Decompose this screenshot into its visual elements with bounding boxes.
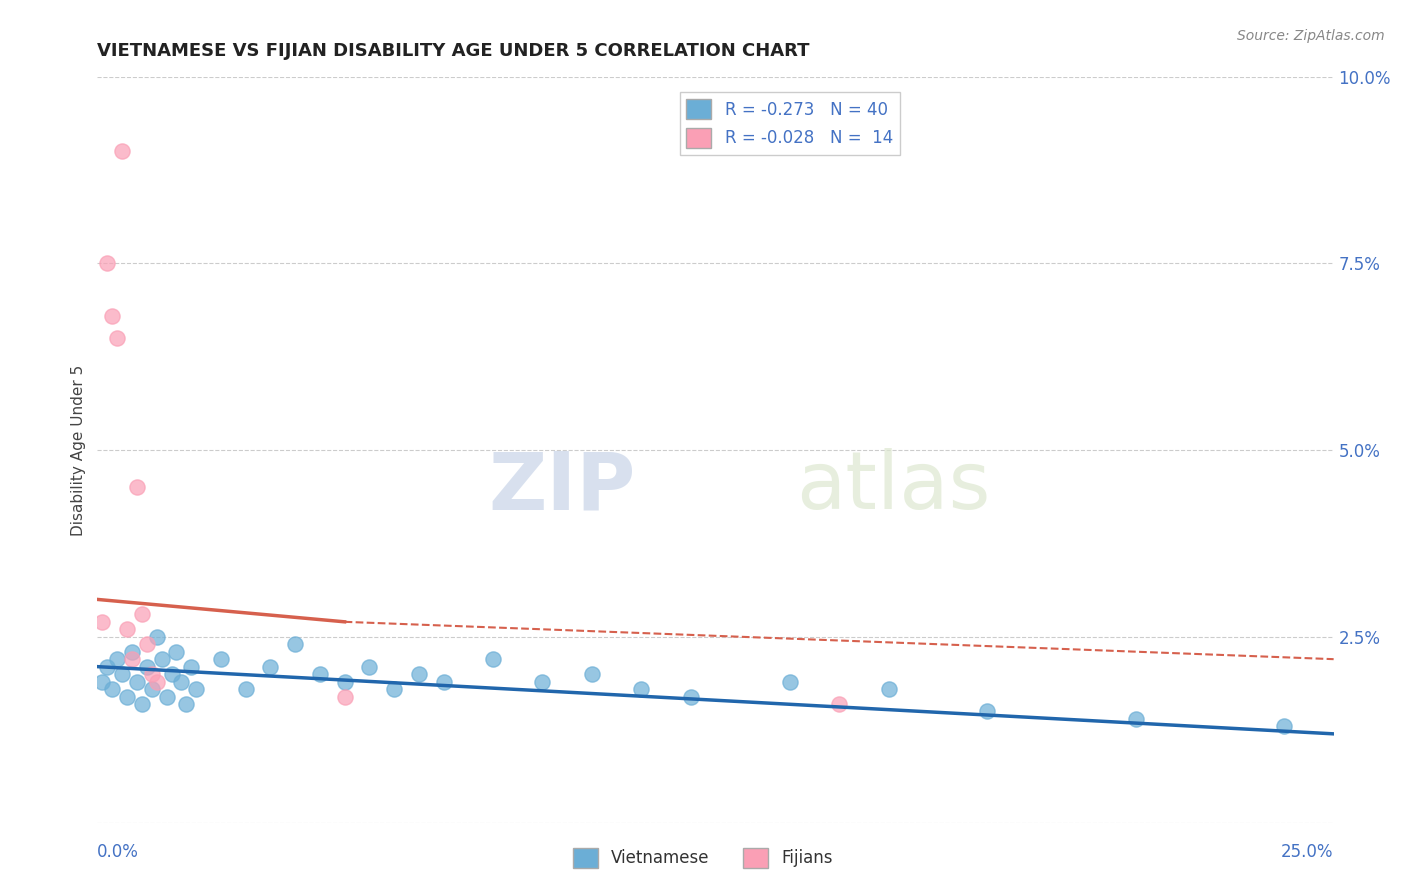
Point	[679, 690, 702, 704]
Text: atlas: atlas	[796, 449, 990, 526]
Point	[235, 681, 257, 696]
Point	[96, 256, 118, 270]
Point	[111, 145, 134, 159]
Point	[779, 674, 801, 689]
Point	[131, 607, 153, 622]
Point	[145, 674, 167, 689]
Point	[105, 331, 128, 345]
Point	[581, 667, 603, 681]
Point	[121, 652, 143, 666]
Text: Source: ZipAtlas.com: Source: ZipAtlas.com	[1237, 29, 1385, 44]
Point	[531, 674, 554, 689]
Point	[432, 674, 454, 689]
Point	[91, 615, 114, 629]
Text: 0.0%: 0.0%	[97, 843, 139, 861]
Point	[111, 667, 134, 681]
Point	[408, 667, 430, 681]
Point	[1125, 712, 1147, 726]
Point	[170, 674, 193, 689]
Point	[180, 659, 202, 673]
Legend: R = -0.273   N = 40, R = -0.028   N =  14: R = -0.273 N = 40, R = -0.028 N = 14	[679, 93, 900, 154]
Point	[96, 659, 118, 673]
Y-axis label: Disability Age Under 5: Disability Age Under 5	[72, 365, 86, 536]
Point	[976, 705, 998, 719]
Point	[877, 681, 900, 696]
Point	[101, 309, 124, 323]
Point	[121, 645, 143, 659]
Point	[141, 667, 163, 681]
Text: ZIP: ZIP	[488, 449, 636, 526]
Point	[115, 622, 138, 636]
Point	[176, 697, 198, 711]
Point	[333, 674, 356, 689]
Point	[101, 681, 124, 696]
Point	[1272, 719, 1295, 733]
Point	[359, 659, 381, 673]
Point	[209, 652, 232, 666]
Point	[284, 637, 307, 651]
Point	[259, 659, 281, 673]
Point	[125, 674, 148, 689]
Point	[115, 690, 138, 704]
Point	[166, 645, 188, 659]
Point	[155, 690, 177, 704]
Point	[91, 674, 114, 689]
Point	[131, 697, 153, 711]
Point	[125, 480, 148, 494]
Point	[186, 681, 208, 696]
Point	[382, 681, 405, 696]
Point	[150, 652, 173, 666]
Text: VIETNAMESE VS FIJIAN DISABILITY AGE UNDER 5 CORRELATION CHART: VIETNAMESE VS FIJIAN DISABILITY AGE UNDE…	[97, 42, 810, 60]
Point	[482, 652, 505, 666]
Point	[630, 681, 652, 696]
Point	[160, 667, 183, 681]
Point	[105, 652, 128, 666]
Point	[135, 659, 157, 673]
Legend: Vietnamese, Fijians: Vietnamese, Fijians	[567, 841, 839, 875]
Point	[333, 690, 356, 704]
Point	[141, 681, 163, 696]
Point	[828, 697, 851, 711]
Point	[309, 667, 332, 681]
Text: 25.0%: 25.0%	[1281, 843, 1334, 861]
Point	[135, 637, 157, 651]
Point	[145, 630, 167, 644]
